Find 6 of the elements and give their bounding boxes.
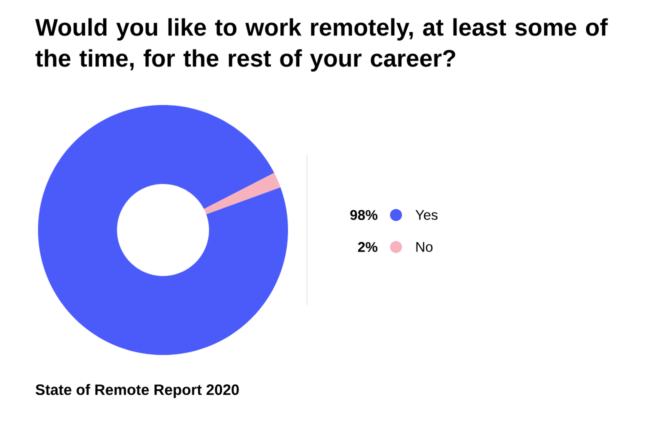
legend-label: No (416, 242, 433, 252)
text: State of Remote Report 2020 (36, 384, 239, 398)
data-label: 98% (350, 210, 378, 220)
data-label: 2% (358, 242, 378, 252)
chart-title: Would you like to work remotely, at least some of the time, for the rest of your career? (35, 18, 608, 72)
legend-label: Yes (416, 210, 438, 220)
